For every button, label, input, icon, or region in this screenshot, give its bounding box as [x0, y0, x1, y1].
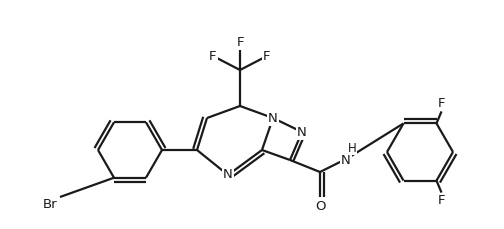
Text: Br: Br: [43, 199, 57, 212]
Text: F: F: [438, 194, 445, 207]
Text: F: F: [209, 49, 217, 63]
Text: O: O: [315, 201, 325, 213]
Text: N: N: [341, 153, 351, 166]
Text: F: F: [438, 97, 445, 110]
Text: F: F: [263, 49, 271, 63]
Text: N: N: [297, 125, 307, 139]
Text: N: N: [223, 169, 233, 182]
Text: H: H: [348, 142, 356, 155]
Text: N: N: [268, 112, 278, 125]
Text: F: F: [236, 35, 244, 49]
